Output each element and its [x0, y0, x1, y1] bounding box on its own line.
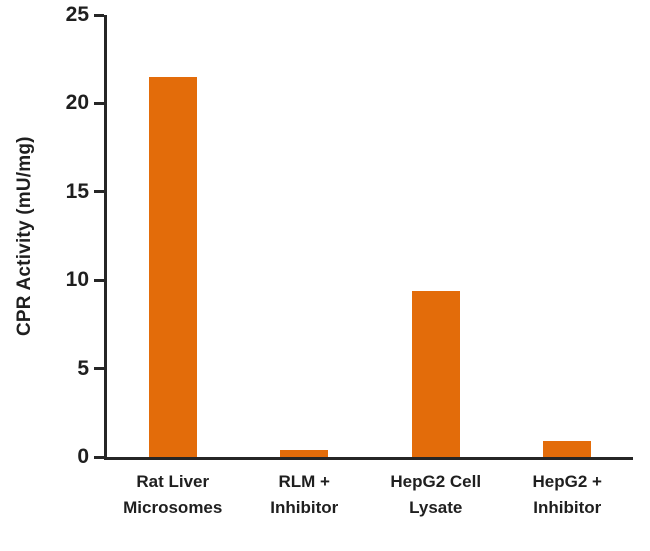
x-category-label: Rat Liver Microsomes: [123, 472, 223, 517]
bars-container: [107, 15, 633, 457]
x-category-label: HepG2 Cell Lysate: [390, 472, 482, 517]
y-tick-label: 20: [65, 91, 89, 115]
bar: [280, 449, 329, 457]
bar-slot: [107, 15, 239, 457]
x-category-label: HepG2 + Inhibitor: [532, 472, 602, 517]
y-axis-title: CPR Activity (mU/mg): [14, 136, 35, 336]
bar-slot: [370, 15, 502, 457]
x-axis-labels: Rat Liver Microsomes RLM + Inhibitor HepG2…: [107, 469, 633, 520]
y-tick-label: 0: [77, 445, 89, 468]
y-tick-label: 5: [77, 356, 89, 380]
y-tick-mark: [94, 278, 104, 282]
bar: [543, 441, 592, 457]
y-tick-mark: [94, 455, 104, 459]
y-tick-label: 10: [65, 268, 89, 292]
y-tick-mark: [94, 101, 104, 105]
y-tick-mark: [94, 13, 104, 17]
plot-area: 0 5 10 15 20 25 Rat Liver Microsomes RLM + Inh…: [66, 3, 633, 517]
y-tick-mark: [94, 190, 104, 194]
y-tick-mark: [94, 367, 104, 371]
y-tick-label: 25: [65, 3, 89, 26]
bar: [411, 290, 460, 457]
y-tick-label: 15: [65, 179, 89, 203]
bar-slot: [239, 15, 371, 457]
bar-slot: [502, 15, 634, 457]
x-category-label: RLM + Inhibitor: [270, 472, 339, 517]
bar: [148, 76, 197, 457]
